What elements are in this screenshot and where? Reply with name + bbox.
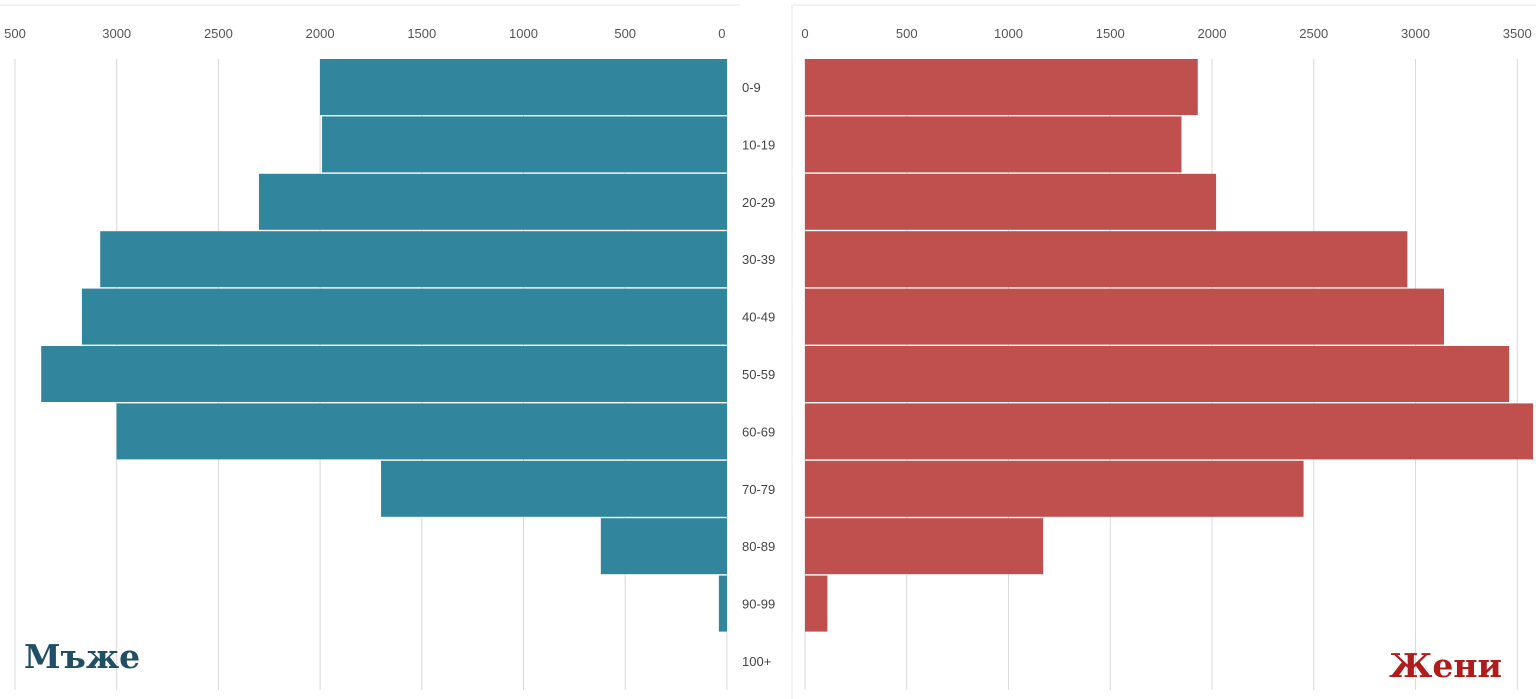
female-bar-40-49 — [805, 288, 1444, 345]
axis-ticks: 500 3000 2500 2000 1500 1000 500 0 0 500 1000 1500 2… — [4, 26, 1532, 41]
age-group-label: 60-69 — [742, 424, 775, 439]
female-axis-tick: 3500 — [1503, 26, 1532, 41]
male-series-label: Мъже — [24, 637, 140, 676]
male-bar-30-39 — [100, 231, 728, 288]
age-group-label: 0-9 — [742, 80, 761, 95]
male-bar-20-29 — [258, 173, 727, 230]
female-axis-tick: 3000 — [1401, 26, 1430, 41]
male-axis-tick: 500 — [614, 26, 636, 41]
female-bar-30-39 — [805, 231, 1408, 288]
male-bar-70-79 — [381, 460, 727, 517]
female-bar-90-99 — [805, 575, 828, 632]
female-axis-tick: 500 — [896, 26, 918, 41]
female-bar-20-29 — [805, 173, 1217, 230]
female-bar-60-69 — [805, 403, 1533, 460]
age-group-label: 30-39 — [742, 252, 775, 267]
female-axis-tick: 2000 — [1198, 26, 1227, 41]
male-bar-40-49 — [81, 288, 727, 345]
female-axis-tick: 1500 — [1096, 26, 1125, 41]
bars — [41, 59, 1533, 632]
male-bar-0-9 — [320, 59, 727, 115]
male-axis-tick: 2500 — [204, 26, 233, 41]
male-axis-tick: 1500 — [407, 26, 436, 41]
age-group-label: 10-19 — [742, 137, 775, 152]
age-group-labels: 0-9 10-19 20-29 30-39 40-49 50-59 60-69 70-79 80… — [742, 80, 775, 669]
male-bar-10-19 — [322, 116, 727, 173]
male-bar-90-99 — [718, 575, 727, 632]
female-axis-tick: 2500 — [1299, 26, 1328, 41]
male-axis-tick: 0 — [718, 26, 725, 41]
male-bar-80-89 — [600, 518, 727, 575]
age-group-label: 50-59 — [742, 367, 775, 382]
age-group-label: 70-79 — [742, 482, 775, 497]
age-group-label: 90-99 — [742, 597, 775, 612]
age-group-label: 40-49 — [742, 310, 775, 325]
female-bar-0-9 — [805, 59, 1198, 115]
female-bar-70-79 — [805, 460, 1304, 517]
female-bar-80-89 — [805, 518, 1044, 575]
male-axis-tick: 2000 — [306, 26, 335, 41]
male-bar-60-69 — [116, 403, 727, 460]
male-axis-tick: 3000 — [102, 26, 131, 41]
female-axis-tick: 0 — [801, 26, 808, 41]
age-group-label: 20-29 — [742, 195, 775, 210]
age-group-label: 80-89 — [742, 539, 775, 554]
age-group-label: 100+ — [742, 654, 771, 669]
male-axis-tick: 500 — [4, 26, 26, 41]
female-bar-50-59 — [805, 346, 1510, 402]
female-series-label: Жени — [1389, 646, 1502, 685]
male-axis-tick: 1000 — [509, 26, 538, 41]
female-bar-10-19 — [805, 116, 1182, 173]
female-axis-tick: 1000 — [994, 26, 1023, 41]
male-bar-50-59 — [41, 346, 727, 402]
